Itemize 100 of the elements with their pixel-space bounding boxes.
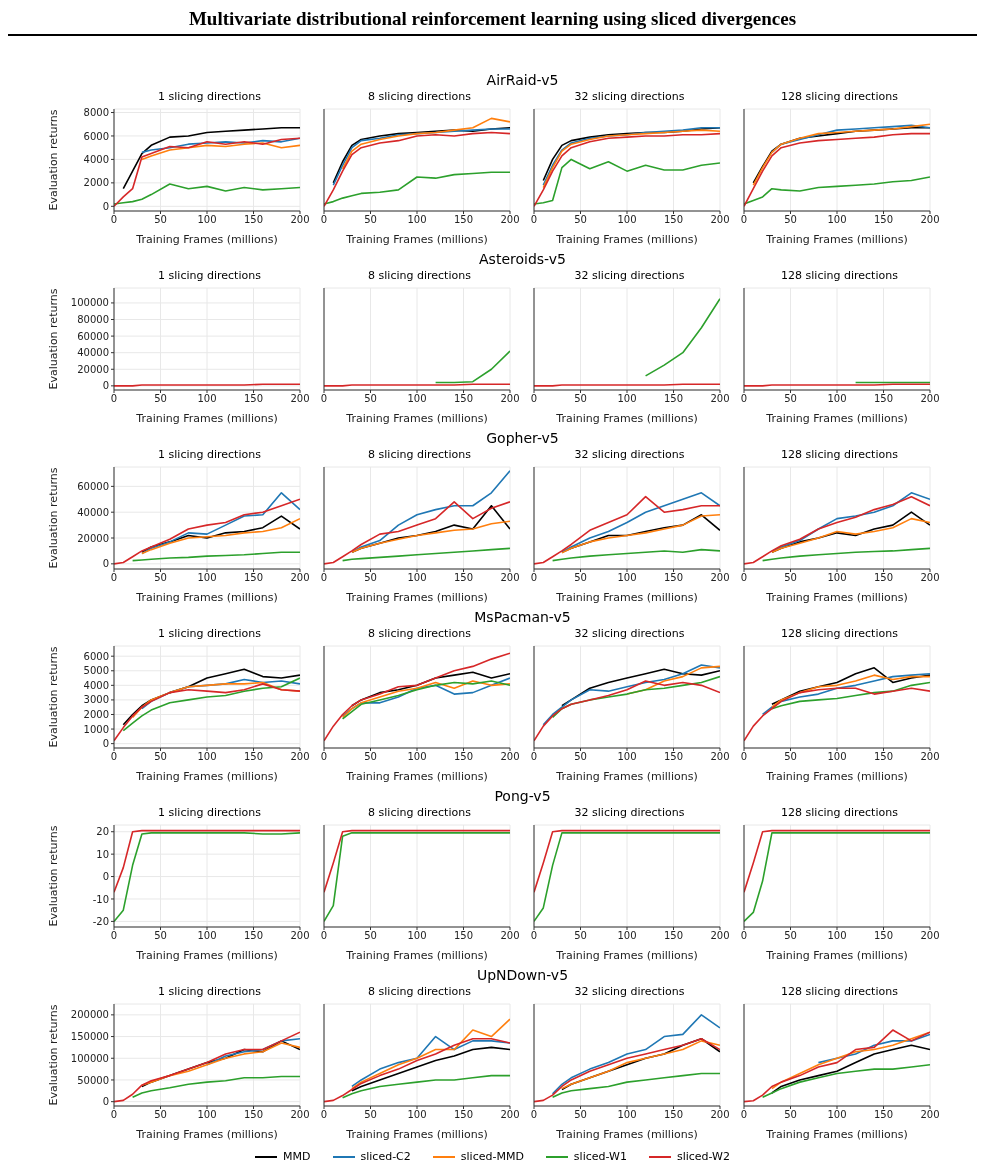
y-axis-title: Evaluation returns xyxy=(46,646,59,748)
x-tick-label: 150 xyxy=(873,930,893,942)
y-tick-label: 4000 xyxy=(83,679,109,691)
x-tick-label: 150 xyxy=(243,214,263,226)
y-tick-label: -10 xyxy=(92,893,109,905)
y-tick-label: 50000 xyxy=(76,1074,109,1086)
line-series xyxy=(113,183,300,205)
y-tick-label: 80000 xyxy=(76,314,109,326)
legend-label: sliced-W2 xyxy=(676,1150,730,1163)
x-tick-label: 200 xyxy=(709,214,730,226)
x-axis-title: Training Frames (millions) xyxy=(134,412,278,425)
y-tick-label: 20000 xyxy=(76,363,109,375)
x-tick-label: 200 xyxy=(709,751,730,763)
x-tick-label: 100 xyxy=(406,572,427,584)
x-tick-label: 0 xyxy=(110,214,117,226)
x-tick-label: 50 xyxy=(363,393,377,405)
x-tick-label: 150 xyxy=(663,930,683,942)
line-series xyxy=(113,683,300,742)
chart-title: 1 slicing directions xyxy=(157,269,262,284)
x-tick-label: 150 xyxy=(663,214,683,226)
x-axis-title: Training Frames (millions) xyxy=(554,591,698,604)
x-tick-label: 0 xyxy=(740,214,747,226)
x-tick-label: 0 xyxy=(740,393,747,405)
x-tick-label: 150 xyxy=(453,393,473,405)
x-tick-label: 100 xyxy=(616,1109,637,1121)
x-tick-label: 100 xyxy=(196,1109,217,1121)
x-tick-label: 0 xyxy=(740,1109,747,1121)
x-tick-label: 150 xyxy=(453,751,473,763)
x-tick-label: 0 xyxy=(740,572,747,584)
x-tick-label: 150 xyxy=(453,214,473,226)
chart-title: 128 slicing directions xyxy=(780,90,899,105)
x-tick-label: 50 xyxy=(363,1109,377,1121)
chart-title: 8 slicing directions xyxy=(367,269,472,284)
x-tick-label: 150 xyxy=(873,214,893,226)
x-tick-label: 50 xyxy=(363,214,377,226)
y-tick-label: 0 xyxy=(102,558,109,570)
y-tick-label: 100000 xyxy=(70,297,109,309)
line-series xyxy=(113,498,300,565)
x-tick-label: 0 xyxy=(320,393,327,405)
y-tick-label: 150000 xyxy=(70,1031,109,1043)
x-tick-label: 100 xyxy=(826,1109,847,1121)
x-tick-label: 150 xyxy=(873,393,893,405)
x-tick-label: 200 xyxy=(709,393,730,405)
y-tick-label: 40000 xyxy=(76,347,109,359)
x-tick-label: 0 xyxy=(320,930,327,942)
x-tick-label: 50 xyxy=(153,572,167,584)
x-tick-label: 200 xyxy=(289,930,310,942)
x-tick-label: 200 xyxy=(499,393,520,405)
x-tick-label: 100 xyxy=(406,393,427,405)
x-tick-label: 200 xyxy=(709,930,730,942)
y-tick-label: 8000 xyxy=(83,107,109,119)
x-tick-label: 100 xyxy=(196,572,217,584)
y-tick-label: 2000 xyxy=(83,709,109,721)
x-tick-label: 150 xyxy=(663,1109,683,1121)
chart-title: 128 slicing directions xyxy=(780,269,899,284)
line-series xyxy=(113,1031,300,1103)
y-tick-label: 0 xyxy=(102,738,109,750)
text: MsPacman-v5 xyxy=(473,609,572,627)
y-tick-label: 40000 xyxy=(76,506,109,518)
y-tick-label: 20 xyxy=(95,826,109,838)
y-tick-label: 4000 xyxy=(83,153,109,165)
y-axis-title: Evaluation returns xyxy=(46,109,59,211)
line-series xyxy=(113,832,300,923)
y-tick-label: 1000 xyxy=(83,723,109,735)
text: Multivariate distributional reinforcement learning using sliced divergences xyxy=(8,8,977,36)
x-tick-label: 150 xyxy=(243,1109,263,1121)
chart-title: 8 slicing directions xyxy=(367,90,472,105)
line-series xyxy=(140,142,300,161)
x-tick-label: 0 xyxy=(110,393,117,405)
x-tick-label: 150 xyxy=(453,930,473,942)
x-tick-label: 0 xyxy=(110,751,117,763)
x-axis-title: Training Frames (millions) xyxy=(764,591,908,604)
x-tick-label: 200 xyxy=(499,1109,520,1121)
legend-label: sliced-C2 xyxy=(360,1150,411,1163)
x-axis-title: Training Frames (millions) xyxy=(554,1128,698,1141)
text: AirRaid-v5 xyxy=(485,72,560,90)
x-tick-label: 150 xyxy=(243,930,263,942)
x-tick-label: 150 xyxy=(663,751,683,763)
x-tick-label: 100 xyxy=(406,930,427,942)
chart-title: 8 slicing directions xyxy=(367,627,472,642)
x-tick-label: 200 xyxy=(289,751,310,763)
x-tick-label: 100 xyxy=(826,572,847,584)
line-series xyxy=(122,126,300,190)
x-axis-title: Training Frames (millions) xyxy=(134,591,278,604)
y-tick-label: 60000 xyxy=(76,330,109,342)
chart-title: 1 slicing directions xyxy=(157,90,262,105)
chart-title: 1 slicing directions xyxy=(157,627,262,642)
x-tick-label: 50 xyxy=(573,393,587,405)
chart-title: 32 slicing directions xyxy=(573,448,686,463)
x-tick-label: 0 xyxy=(530,572,537,584)
x-tick-label: 0 xyxy=(320,751,327,763)
x-axis-title: Training Frames (millions) xyxy=(134,233,278,246)
y-tick-label: 0 xyxy=(102,1096,109,1108)
line-series xyxy=(140,137,300,154)
chart-title: 8 slicing directions xyxy=(367,806,472,821)
line-series xyxy=(122,677,300,732)
x-axis-title: Training Frames (millions) xyxy=(554,412,698,425)
x-tick-label: 100 xyxy=(196,930,217,942)
x-tick-label: 50 xyxy=(153,751,167,763)
x-tick-label: 50 xyxy=(363,751,377,763)
